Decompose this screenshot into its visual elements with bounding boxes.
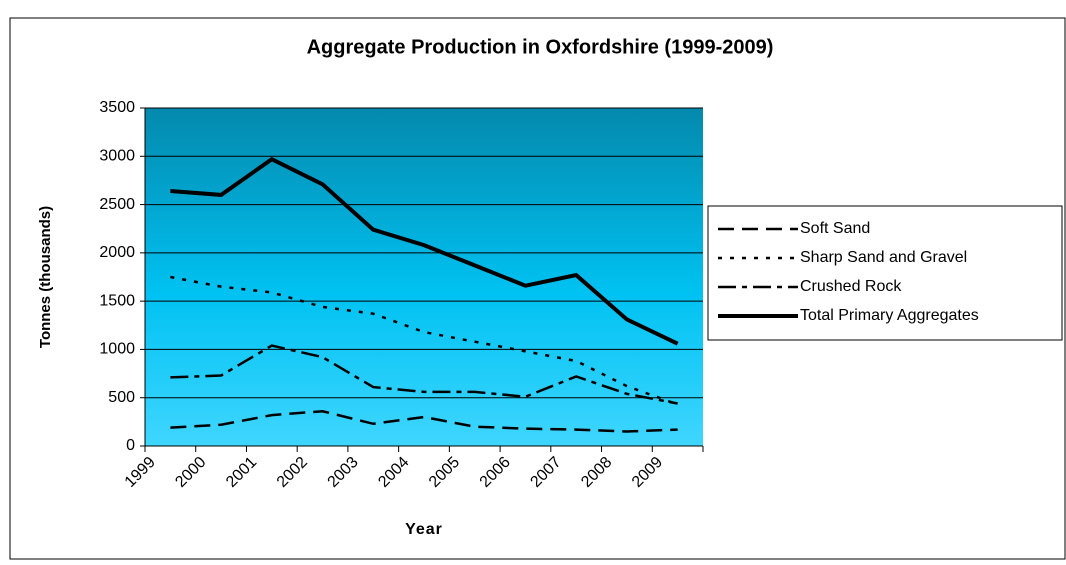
y-tick-label: 2500 (99, 196, 135, 213)
plot-area (145, 108, 703, 446)
y-tick-label: 0 (126, 437, 135, 454)
series-line (170, 409, 678, 433)
y-tick-label: 1000 (99, 341, 135, 358)
y-tick-label: 3000 (99, 148, 135, 165)
series-line (170, 275, 679, 406)
legend-label: Soft Sand (800, 220, 870, 237)
chart-title: Aggregate Production in Oxfordshire (199… (307, 36, 774, 58)
x-axis-label: Year (405, 521, 443, 538)
legend-label: Crushed Rock (800, 278, 902, 295)
legend-label: Sharp Sand and Gravel (800, 249, 967, 266)
y-tick-label: 3500 (99, 99, 135, 116)
series-line (170, 156, 679, 346)
y-tick-label: 500 (108, 389, 135, 406)
legend-label: Total Primary Aggregates (800, 307, 979, 324)
y-tick-label: 1500 (99, 292, 135, 309)
series-line (170, 344, 678, 405)
y-tick-label: 2000 (99, 244, 135, 261)
y-axis-label: Tonnes (thousands) (37, 206, 54, 348)
